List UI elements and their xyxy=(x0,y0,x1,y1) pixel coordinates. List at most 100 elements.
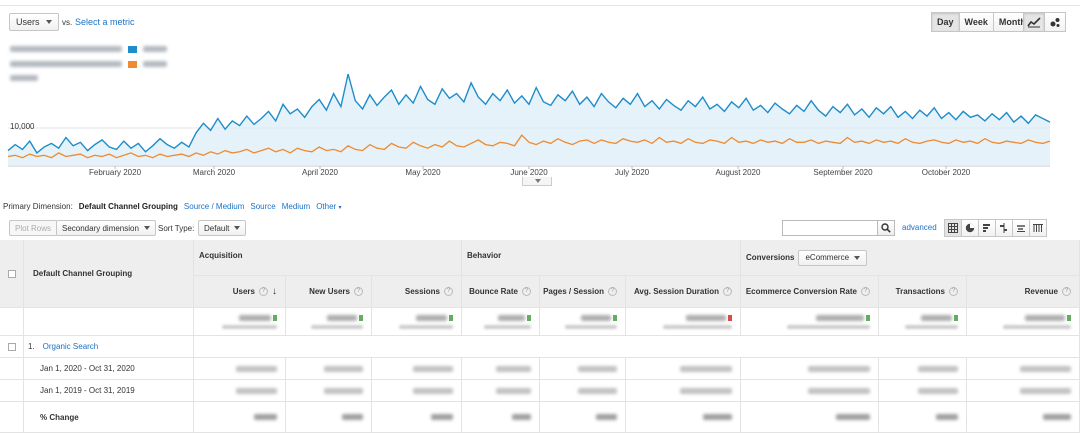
redacted-value-wrap xyxy=(921,314,958,321)
chart-collapse-handle[interactable] xyxy=(522,177,552,186)
help-icon[interactable]: ? xyxy=(723,287,732,296)
term-cloud-view-button[interactable] xyxy=(1012,219,1030,237)
column-bounce-rate[interactable]: Bounce Rate? xyxy=(462,276,540,308)
redacted-value xyxy=(412,387,453,394)
bar-chart-icon xyxy=(983,224,990,232)
row-checkbox[interactable] xyxy=(7,342,16,351)
row-spacer xyxy=(0,358,24,380)
secondary-dimension-dropdown[interactable]: Secondary dimension xyxy=(56,220,156,236)
bubble-chart-icon xyxy=(1050,17,1060,27)
row-cell-redacted xyxy=(462,358,540,380)
row-cell-redacted xyxy=(626,358,741,380)
row-cell-redacted xyxy=(626,380,741,402)
motion-chart-button[interactable] xyxy=(1044,12,1066,32)
redacted-value xyxy=(580,314,611,321)
select-all-checkbox[interactable] xyxy=(7,269,16,278)
redacted-value xyxy=(1025,314,1065,321)
chevron-down-icon xyxy=(854,255,861,260)
row-cell-redacted xyxy=(879,402,967,433)
row-cell-redacted xyxy=(967,380,1080,402)
row-spacer xyxy=(0,402,24,433)
line-chart-button[interactable] xyxy=(1023,12,1045,32)
pie-view-button[interactable] xyxy=(961,219,979,237)
redacted-subvalue xyxy=(787,324,870,329)
help-icon[interactable]: ? xyxy=(354,287,363,296)
redacted-value xyxy=(430,414,453,420)
column-new-users[interactable]: New Users? xyxy=(286,276,372,308)
row-cell-redacted xyxy=(741,402,879,433)
redacted-subvalue xyxy=(221,324,277,329)
metric-dropdown[interactable]: Users xyxy=(9,13,59,31)
column-transactions[interactable]: Transactions? xyxy=(879,276,967,308)
row-cell-redacted xyxy=(286,358,372,380)
x-tick-july: July 2020 xyxy=(614,168,650,177)
redacted-value xyxy=(254,414,277,420)
table-search-input[interactable] xyxy=(782,220,878,236)
column-pages-per-session[interactable]: Pages / Session? xyxy=(540,276,626,308)
row-cell-redacted xyxy=(540,380,626,402)
acquisition-group-header: Acquisition xyxy=(194,240,462,276)
column-sessions[interactable]: Sessions? xyxy=(372,276,462,308)
advanced-filter-link[interactable]: advanced xyxy=(902,223,937,232)
totals-cell-redacted xyxy=(626,308,741,336)
row-cell-redacted xyxy=(372,402,462,433)
chevron-down-icon: ▾ xyxy=(338,205,342,211)
dimension-default-channel-grouping[interactable]: Default Channel Grouping xyxy=(78,202,178,211)
help-icon[interactable]: ? xyxy=(608,287,617,296)
dimension-other[interactable]: Other ▾ xyxy=(316,202,341,211)
top-border xyxy=(0,0,1080,6)
redacted-value xyxy=(1042,414,1071,420)
conversions-goal-value: eCommerce xyxy=(805,253,850,262)
comparison-view-button[interactable] xyxy=(995,219,1013,237)
pie-chart-icon xyxy=(965,223,975,233)
help-icon[interactable]: ? xyxy=(861,287,870,296)
help-icon[interactable]: ? xyxy=(522,287,531,296)
row-organic-search-link[interactable]: Organic Search xyxy=(42,342,99,351)
table-row: 1. Organic Search xyxy=(24,336,194,358)
dimension-medium[interactable]: Medium xyxy=(281,202,311,211)
totals-cell-redacted xyxy=(879,308,967,336)
redacted-value xyxy=(918,387,958,394)
column-ecommerce-conversion-rate[interactable]: Ecommerce Conversion Rate? xyxy=(741,276,879,308)
row-dimension-header[interactable]: Default Channel Grouping xyxy=(24,240,194,308)
day-button[interactable]: Day xyxy=(931,12,960,32)
row-cell-redacted xyxy=(879,358,967,380)
select-metric-link[interactable]: Select a metric xyxy=(75,17,135,27)
redacted-value xyxy=(497,314,525,321)
column-revenue[interactable]: Revenue? xyxy=(967,276,1080,308)
series-previous-line xyxy=(7,134,1051,159)
row-previous-range: Jan 1, 2019 - Oct 31, 2019 xyxy=(24,380,194,402)
search-button[interactable] xyxy=(877,220,895,236)
select-all-cell xyxy=(0,240,24,308)
help-icon[interactable]: ? xyxy=(444,287,453,296)
redacted-value xyxy=(238,314,271,321)
help-icon[interactable]: ? xyxy=(259,287,268,296)
performance-view-button[interactable] xyxy=(978,219,996,237)
data-table-view-button[interactable] xyxy=(944,219,962,237)
column-sessions-label: Sessions xyxy=(404,287,440,296)
help-icon[interactable]: ? xyxy=(949,287,958,296)
sort-type-dropdown[interactable]: Default xyxy=(198,220,247,236)
line-chart-icon xyxy=(1027,16,1041,27)
redacted-value xyxy=(703,414,732,420)
column-ecommerce-conversion-rate-label: Ecommerce Conversion Rate xyxy=(745,287,857,296)
conversions-goal-dropdown[interactable]: eCommerce xyxy=(798,249,868,266)
dimension-source[interactable]: Source xyxy=(250,202,276,211)
legend-current-swatch xyxy=(128,45,137,53)
primary-dimension-bar: Primary Dimension: Default Channel Group… xyxy=(3,202,341,211)
plot-rows-button[interactable]: Plot Rows xyxy=(9,220,58,236)
help-icon[interactable]: ? xyxy=(1062,287,1071,296)
column-avg-session-duration[interactable]: Avg. Session Duration? xyxy=(626,276,741,308)
dimension-source-medium[interactable]: Source / Medium xyxy=(183,202,245,211)
redacted-value xyxy=(412,365,453,372)
row-checkbox-cell xyxy=(0,336,24,358)
week-button[interactable]: Week xyxy=(958,12,994,32)
pivot-view-button[interactable] xyxy=(1029,219,1047,237)
redacted-value-wrap xyxy=(815,314,870,321)
metric-dropdown-label: Users xyxy=(16,17,40,27)
column-users[interactable]: Users? ↓ xyxy=(194,276,286,308)
column-new-users-label: New Users xyxy=(309,287,350,296)
chevron-down-icon xyxy=(234,226,241,230)
redacted-value xyxy=(680,387,732,394)
totals-cell-redacted xyxy=(540,308,626,336)
